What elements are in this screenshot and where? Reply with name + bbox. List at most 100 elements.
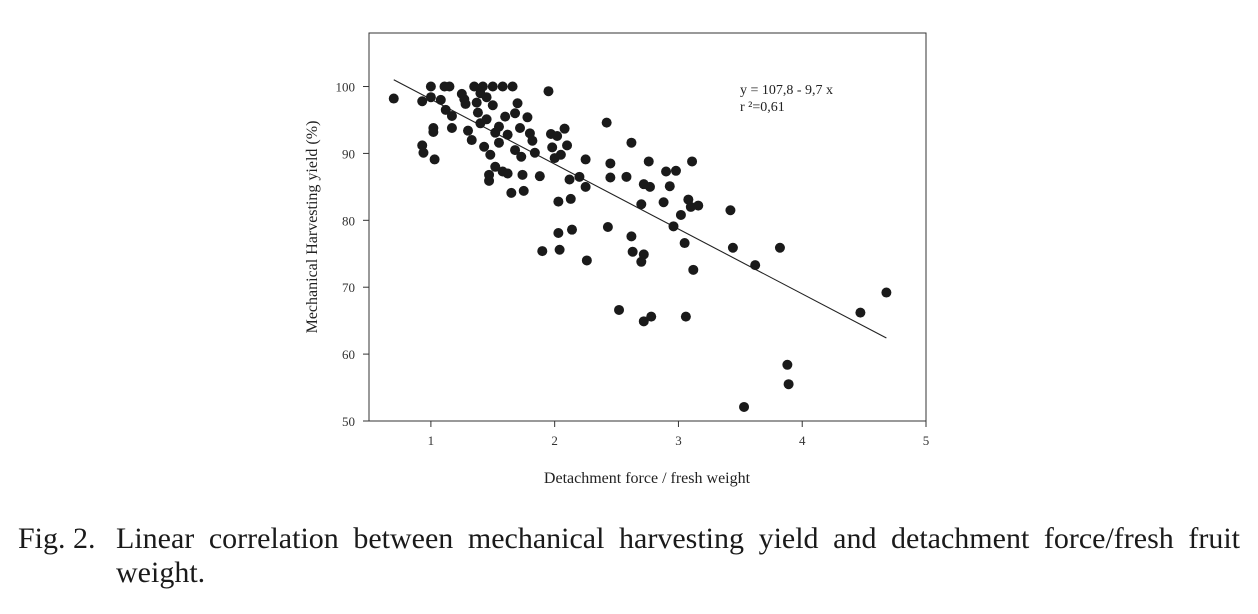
data-point xyxy=(471,97,482,108)
data-point xyxy=(668,221,679,232)
data-point xyxy=(506,187,517,198)
data-point xyxy=(562,140,573,151)
data-point xyxy=(601,117,612,128)
data-point xyxy=(626,137,637,148)
data-point xyxy=(518,185,529,196)
data-point xyxy=(782,359,793,370)
data-point xyxy=(487,81,498,92)
data-point xyxy=(527,135,538,146)
data-point xyxy=(516,151,527,162)
y-tick-label: 70 xyxy=(342,280,355,295)
data-point xyxy=(537,246,548,257)
caption-text: Linear correlation between mechanical ha… xyxy=(116,522,1240,589)
data-point xyxy=(547,142,558,153)
data-point xyxy=(388,93,399,104)
x-tick-label: 5 xyxy=(923,433,930,448)
data-point xyxy=(627,246,638,257)
r-squared-label: r ²=0,61 xyxy=(740,100,785,115)
data-point xyxy=(425,92,436,103)
data-point xyxy=(446,122,457,133)
data-point xyxy=(481,114,492,125)
data-point xyxy=(783,379,794,390)
data-point xyxy=(553,228,564,239)
data-point xyxy=(580,154,591,165)
data-point xyxy=(658,197,669,208)
data-point xyxy=(522,112,533,123)
data-point xyxy=(490,161,501,172)
y-tick-label: 50 xyxy=(342,414,355,429)
plot-frame xyxy=(368,32,927,422)
data-point xyxy=(566,224,577,235)
data-point xyxy=(605,172,616,183)
data-point xyxy=(425,81,436,92)
data-point xyxy=(481,92,492,103)
data-point xyxy=(774,242,785,253)
data-point xyxy=(472,107,483,118)
data-point xyxy=(497,81,508,92)
data-point xyxy=(664,181,675,192)
y-tick-label: 80 xyxy=(342,213,355,228)
data-point xyxy=(493,121,504,132)
data-point xyxy=(510,108,521,119)
y-tick-label: 100 xyxy=(336,80,356,95)
data-point xyxy=(626,231,637,242)
data-point xyxy=(646,311,657,322)
scatter-chart: 1 2 3 4 5 50 60 70 80 90 100 y = 107,8 - 9,7 x r ²… xyxy=(304,32,930,487)
data-point xyxy=(555,149,566,160)
data-point xyxy=(675,209,686,220)
data-point xyxy=(636,199,647,210)
data-point xyxy=(515,122,526,133)
data-point xyxy=(463,125,474,136)
data-point xyxy=(529,147,540,158)
data-point xyxy=(621,171,632,182)
data-point xyxy=(428,127,439,138)
data-point xyxy=(580,181,591,192)
x-axis-title: Detachment force / fresh weight xyxy=(544,470,751,487)
data-point xyxy=(534,171,545,182)
data-point xyxy=(725,205,736,216)
data-point xyxy=(479,141,490,152)
data-point xyxy=(507,81,518,92)
data-point xyxy=(440,104,451,115)
data-point xyxy=(444,81,455,92)
data-point xyxy=(460,98,471,109)
data-point xyxy=(487,100,498,111)
data-point xyxy=(485,149,496,160)
data-point xyxy=(435,94,446,105)
data-point xyxy=(638,316,649,327)
x-tick-label: 4 xyxy=(799,433,806,448)
data-point xyxy=(739,401,750,412)
data-point xyxy=(500,111,511,122)
x-tick-label: 2 xyxy=(551,433,558,448)
data-point xyxy=(418,147,429,158)
data-point xyxy=(680,311,691,322)
data-point xyxy=(554,244,565,255)
data-point xyxy=(685,201,696,212)
data-point xyxy=(543,86,554,97)
data-point xyxy=(638,249,649,260)
data-point xyxy=(661,166,672,177)
data-point xyxy=(559,123,570,134)
data-point xyxy=(855,307,866,318)
data-point xyxy=(750,260,761,271)
axis-ticks: 1 2 3 4 5 50 60 70 80 90 100 xyxy=(336,80,930,448)
data-point xyxy=(484,175,495,186)
y-axis-title: Mechanical Harvesting yield (%) xyxy=(304,121,321,334)
data-point xyxy=(643,156,654,167)
data-point xyxy=(605,158,616,169)
data-point xyxy=(644,181,655,192)
data-point xyxy=(693,200,704,211)
data-point xyxy=(670,165,681,176)
data-point xyxy=(552,131,563,142)
data-point xyxy=(553,196,564,207)
data-point xyxy=(469,81,480,92)
data-point xyxy=(727,242,738,253)
data-point xyxy=(502,129,513,140)
data-point xyxy=(565,193,576,204)
y-tick-label: 90 xyxy=(342,146,355,161)
data-point xyxy=(493,137,504,148)
data-point xyxy=(574,171,585,182)
data-point xyxy=(602,222,613,232)
caption-label: Fig. 2. xyxy=(18,522,96,555)
data-point xyxy=(517,169,528,180)
